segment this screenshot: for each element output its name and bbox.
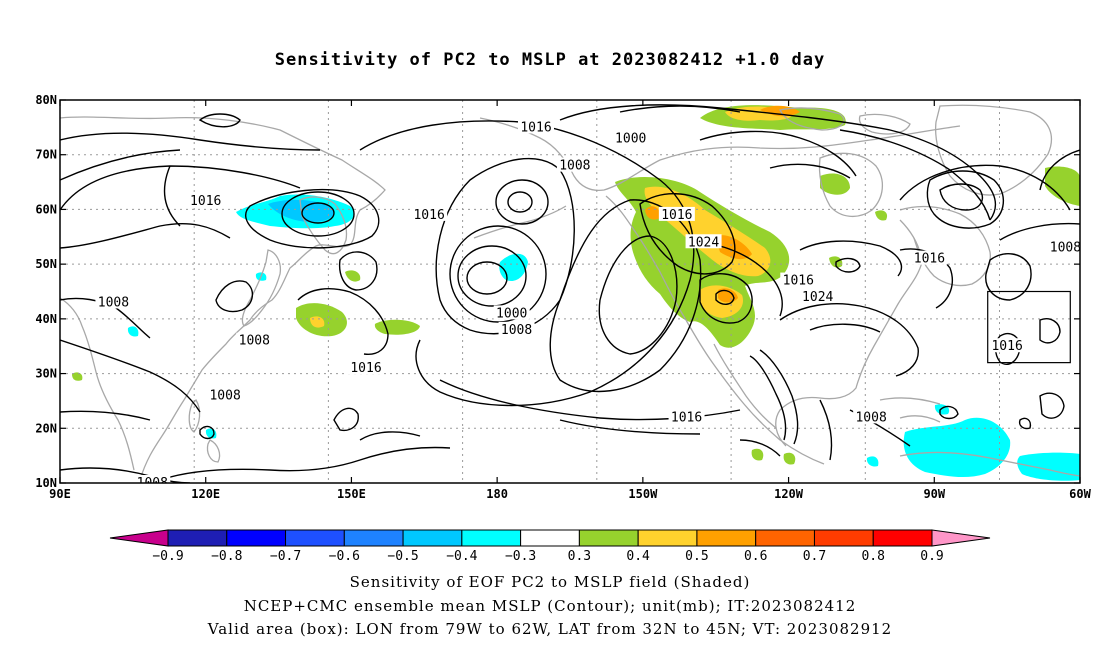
contour-label: 1008 xyxy=(98,295,129,310)
colorbar-label: −0.7 xyxy=(270,549,301,564)
contour-label: 1016 xyxy=(520,120,551,135)
contour-label: 1016 xyxy=(413,208,444,223)
contour-label: 1016 xyxy=(783,274,814,289)
colorbar-label: −0.5 xyxy=(387,549,418,564)
coastlines xyxy=(60,104,1080,481)
colorbar-cell xyxy=(402,529,463,547)
lon-label: 180 xyxy=(486,487,508,501)
colorbar-labels: −0.9 −0.8 −0.7 −0.6 −0.5 −0.4 −0.3 0.3 0.4 0.5 0.6… xyxy=(152,549,943,564)
contour-label: 1000 xyxy=(496,306,527,321)
colorbar-label: −0.4 xyxy=(446,549,477,564)
contour-label: 1008 xyxy=(559,159,590,174)
colorbar-label: 0.5 xyxy=(685,549,708,564)
contour-label: 1016 xyxy=(661,208,692,223)
colorbar-cell xyxy=(461,529,522,547)
contour-label: 1016 xyxy=(914,252,945,267)
caption-valid-area: Valid area (box): LON from 79W to 62W, L… xyxy=(207,620,893,638)
lat-lon-grid xyxy=(60,100,1080,483)
lat-label: 30N xyxy=(35,367,57,381)
lon-label: 120E xyxy=(191,487,220,501)
lon-label: 120W xyxy=(774,487,804,501)
colorbar-label: −0.8 xyxy=(211,549,242,564)
lat-label: 50N xyxy=(35,257,57,271)
lat-label: 80N xyxy=(35,93,57,107)
colorbar-cell xyxy=(343,529,404,547)
contour-label: 1008 xyxy=(855,410,886,425)
longitude-labels: 90E 120E 150E 180 150W 120W 90W 60W xyxy=(49,487,1091,501)
contour-label: 1016 xyxy=(991,339,1022,354)
map-frame xyxy=(59,99,1081,484)
map-title: Sensitivity of PC2 to MSLP at 2023082412… xyxy=(274,50,826,70)
lon-label: 150W xyxy=(628,487,658,501)
colorbar-label: 0.6 xyxy=(744,549,767,564)
colorbar-cell xyxy=(167,529,228,547)
colorbar-label: 0.4 xyxy=(626,549,650,564)
mslp-contours xyxy=(60,104,1080,483)
contour-label: 1008 xyxy=(209,388,240,403)
colorbar-cell xyxy=(578,529,639,547)
lon-label: 60W xyxy=(1069,487,1091,501)
caption-contour: NCEP+CMC ensemble mean MSLP (Contour); u… xyxy=(243,597,857,615)
contour-label: 1024 xyxy=(688,235,719,250)
colorbar-label: 0.9 xyxy=(920,549,943,564)
lat-label: 70N xyxy=(35,148,57,162)
axis-ticks xyxy=(59,99,1081,484)
negative-sensitivity-shading xyxy=(127,194,1080,481)
contour-label: 1008 xyxy=(501,323,532,338)
colorbar-label: 0.7 xyxy=(803,549,826,564)
colorbar-cell xyxy=(696,529,757,547)
colorbar-label: 0.3 xyxy=(568,549,591,564)
lon-label: 90E xyxy=(49,487,71,501)
caption-shading: Sensitivity of EOF PC2 to MSLP field (Sh… xyxy=(349,573,751,591)
contour-label: 1008 xyxy=(137,476,168,491)
contour-label: 1016 xyxy=(671,410,702,425)
contour-label: 1024 xyxy=(802,290,833,305)
lon-label: 90W xyxy=(923,487,945,501)
colorbar-label: 0.8 xyxy=(861,549,884,564)
valid-area-box xyxy=(987,290,1071,364)
lat-label: 40N xyxy=(35,312,57,326)
contour-label: 1008 xyxy=(239,334,270,349)
lat-label: 60N xyxy=(35,202,57,216)
colorbar-cell xyxy=(813,529,874,547)
contour-label: 1008 xyxy=(1050,241,1081,256)
colorbar-cell xyxy=(520,529,580,547)
contour-label: 1016 xyxy=(350,361,381,376)
lat-label: 20N xyxy=(35,421,57,435)
colorbar-cell xyxy=(109,529,169,547)
colorbar-label: −0.6 xyxy=(329,549,360,564)
colorbar-label: −0.9 xyxy=(152,549,183,564)
contour-label: 1016 xyxy=(190,194,221,209)
colorbar-cell xyxy=(872,529,933,547)
colorbar-cell xyxy=(755,529,815,547)
colorbar xyxy=(109,529,991,547)
lat-label: 10N xyxy=(35,476,57,490)
colorbar-cell xyxy=(226,529,287,547)
colorbar-cell xyxy=(285,529,345,547)
latitude-labels: 80N 70N 60N 50N 40N 30N 20N 10N xyxy=(35,93,57,490)
contour-label: 1000 xyxy=(615,131,646,146)
lon-label: 150E xyxy=(337,487,366,501)
colorbar-label: −0.3 xyxy=(505,549,536,564)
colorbar-cell xyxy=(931,529,991,547)
colorbar-cell xyxy=(637,529,698,547)
